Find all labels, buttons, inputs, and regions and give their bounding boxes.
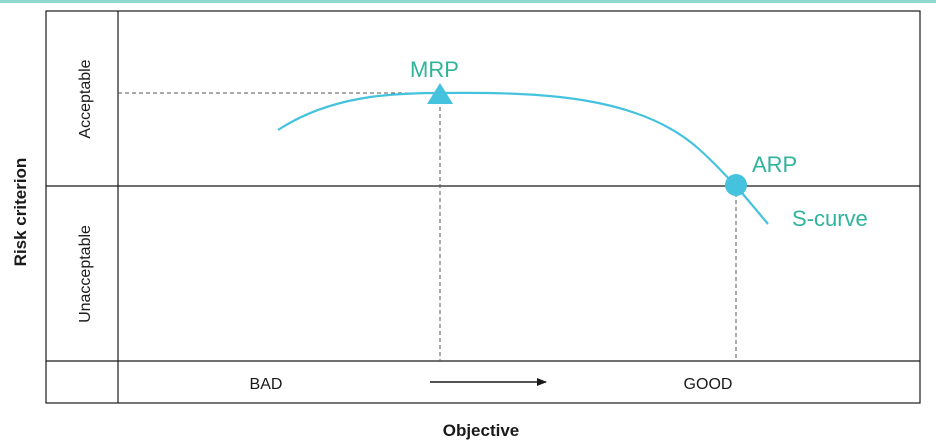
x-label-good: GOOD: [684, 376, 733, 393]
unacceptable-region-label: Unacceptable: [77, 225, 94, 323]
arp-label: ARP: [752, 152, 797, 177]
x-label-bad: BAD: [250, 376, 283, 393]
y-axis-title: Risk criterion: [11, 158, 30, 267]
mrp-label: MRP: [410, 57, 459, 82]
s-curve-line: [277, 91, 769, 225]
acceptable-region-label: Acceptable: [77, 59, 94, 138]
top-accent-rule: [0, 0, 936, 3]
mrp-triangle-marker: [427, 83, 453, 104]
arp-circle-marker: [725, 174, 747, 196]
s-curve-label: S-curve: [792, 206, 868, 231]
x-axis-title: Objective: [443, 421, 520, 440]
diagram-frame: [45, 10, 921, 404]
